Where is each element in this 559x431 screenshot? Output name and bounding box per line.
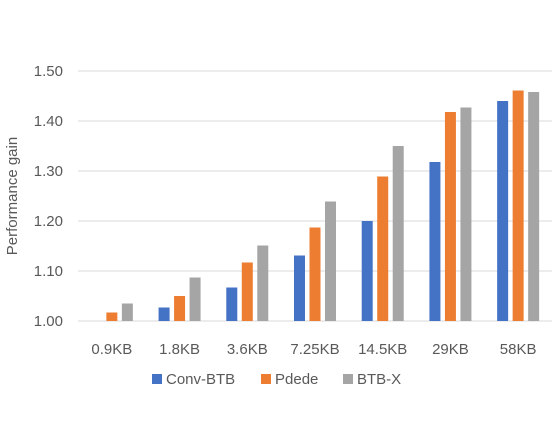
y-tick-label: 1.10 [34,263,63,280]
bar-conv-btb-2 [226,287,238,321]
legend-swatch [152,374,162,384]
y-tick-labels: 1.00 1.10 1.20 1.30 1.40 1.50 [34,63,63,330]
bar-pdede-6 [512,90,524,321]
y-tick-label: 1.50 [34,63,63,80]
bar-conv-btb-6 [497,101,509,321]
bar-btb-x-6 [528,92,540,321]
x-tick-label: 58KB [500,341,537,358]
bar-btb-x-1 [189,277,201,321]
bar-pdede-4 [377,176,389,321]
bar-conv-btb-3 [294,255,305,321]
bar-pdede-3 [309,227,321,321]
bar-conv-btb-4 [361,221,373,321]
bar-btb-x-3 [325,201,336,321]
legend: Conv-BTB Pdede BTB-X [152,371,401,388]
x-tick-label: 29KB [432,341,469,358]
bar-btb-x-4 [392,146,404,321]
legend-label: Pdede [275,371,318,388]
y-axis-title: Performance gain [4,137,21,255]
bar-btb-x-0 [121,303,133,321]
bar-pdede-2 [241,262,253,321]
x-tick-labels: 0.9KB 1.8KB 3.6KB 7.25KB 14.5KB 29KB 58KB [91,341,536,358]
bar-pdede-0 [106,312,118,321]
y-tick-label: 1.30 [34,163,63,180]
bar-conv-btb-5 [429,162,441,321]
bar-conv-btb-1 [158,307,170,321]
y-tick-label: 1.40 [34,113,63,130]
x-tick-label: 1.8KB [159,341,200,358]
legend-label: Conv-BTB [166,371,235,388]
bar-pdede-1 [174,296,186,321]
legend-swatch [261,374,271,384]
gridlines [78,70,552,322]
bar-btb-x-5 [460,107,472,321]
legend-label: BTB-X [357,371,401,388]
x-tick-label: 7.25KB [290,341,339,358]
bars [106,90,540,321]
legend-swatch [343,374,353,384]
y-tick-label: 1.20 [34,213,63,230]
bar-btb-x-2 [257,245,269,321]
x-tick-label: 0.9KB [91,341,132,358]
bar-pdede-5 [444,112,456,321]
x-tick-label: 3.6KB [227,341,268,358]
x-tick-label: 14.5KB [358,341,407,358]
y-tick-label: 1.00 [34,313,63,330]
